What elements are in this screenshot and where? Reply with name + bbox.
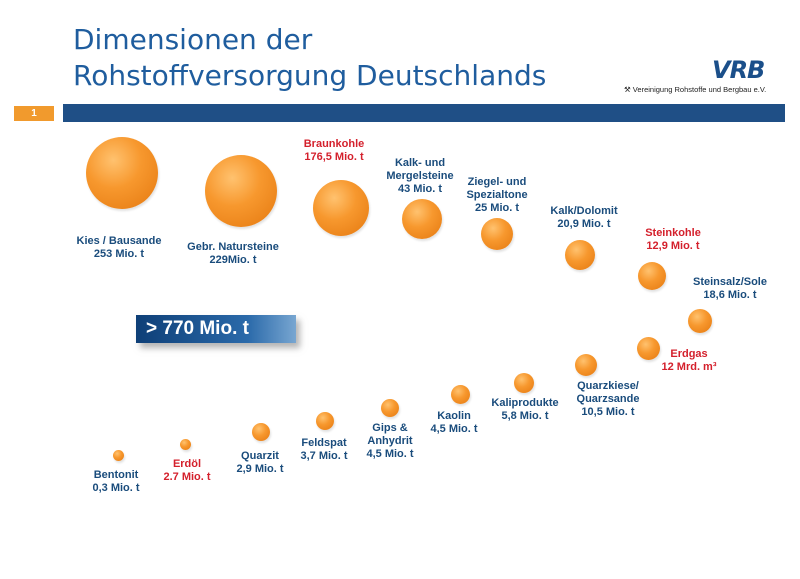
label-feldspat-name: Feldspat — [301, 437, 347, 449]
label-erdoel-name: Erdöl — [172, 458, 202, 470]
label-quarzkiese: Quarzkiese/ Quarzsande 10,5 Mio. t — [577, 380, 640, 419]
label-ziegel-value: 25 Mio. t — [474, 202, 519, 214]
ball-quarzit — [252, 423, 270, 441]
label-kalk-dolomit-name: Kalk/Dolomit — [550, 205, 618, 217]
label-kalk-mergel-value: 43 Mio. t — [397, 183, 442, 195]
label-gips: Gips & Anhydrit 4,5 Mio. t — [366, 422, 413, 461]
label-quarzit-name: Quarzit — [241, 450, 279, 462]
label-steinsalz: Steinsalz/Sole 18,6 Mio. t — [693, 276, 767, 302]
label-braunkohle-name: Braunkohle — [303, 138, 365, 150]
logo-subtitle: ⚒ Vereinigung Rohstoffe und Bergbau e.V. — [624, 85, 767, 94]
label-kalk-mergel-line2: Mergelsteine — [386, 170, 454, 182]
label-natursteine: Gebr. Natursteine 229Mio. t — [187, 241, 279, 267]
label-braunkohle: Braunkohle 176,5 Mio. t — [304, 138, 365, 164]
ball-erdgas — [637, 337, 660, 360]
label-kalk-dolomit: Kalk/Dolomit 20,9 Mio. t — [550, 205, 617, 231]
label-bentonit-value: 0,3 Mio. t — [92, 482, 140, 494]
ball-quarzkiese — [575, 354, 597, 376]
label-kaliprodukte: Kaliprodukte 5,8 Mio. t — [491, 397, 558, 423]
label-steinkohle: Steinkohle 12,9 Mio. t — [645, 227, 701, 253]
label-bentonit-name: Bentonit — [93, 469, 139, 481]
label-bentonit: Bentonit 0,3 Mio. t — [92, 469, 139, 495]
ball-kaolin — [451, 385, 470, 404]
label-gips-line1: Gips & — [372, 422, 408, 434]
label-kalk-mergel-line1: Kalk- und — [394, 157, 446, 169]
label-kaolin-name: Kaolin — [437, 410, 471, 422]
label-kies-value: 253 Mio. t — [93, 248, 145, 260]
label-quarzkiese-line1: Quarzkiese/ — [577, 380, 639, 392]
label-gips-line2: Anhydrit — [367, 435, 413, 447]
label-kalk-dolomit-value: 20,9 Mio. t — [557, 218, 611, 230]
label-steinkohle-name: Steinkohle — [645, 227, 701, 239]
label-kaolin: Kaolin 4,5 Mio. t — [430, 410, 477, 436]
ball-feldspat — [316, 412, 334, 430]
ball-gips — [381, 399, 399, 417]
title-line-1: Dimensionen der — [73, 23, 313, 56]
label-steinsalz-value: 18,6 Mio. t — [703, 289, 757, 301]
label-quarzit-value: 2,9 Mio. t — [236, 463, 284, 475]
ball-kalk-mergel — [402, 199, 442, 239]
label-kaolin-value: 4,5 Mio. t — [430, 423, 478, 435]
label-kies-name: Kies / Bausande — [76, 235, 162, 247]
page-title: Dimensionen der Rohstoffversorgung Deuts… — [73, 22, 546, 94]
label-erdoel: Erdöl 2.7 Mio. t — [163, 458, 210, 484]
label-ziegel-line1: Ziegel- und — [467, 176, 527, 188]
label-natursteine-value: 229Mio. t — [209, 254, 257, 266]
label-erdgas-name: Erdgas — [670, 348, 708, 360]
ball-steinkohle — [638, 262, 666, 290]
total-badge: > 770 Mio. t — [136, 315, 296, 343]
label-kalk-mergel: Kalk- und Mergelsteine 43 Mio. t — [386, 157, 453, 196]
label-kaliprodukte-name: Kaliprodukte — [491, 397, 559, 409]
ball-bentonit — [113, 450, 124, 461]
label-ziegel: Ziegel- und Spezialtone 25 Mio. t — [466, 176, 527, 215]
label-ziegel-line2: Spezialtone — [466, 189, 528, 201]
ball-kies — [86, 137, 158, 209]
ball-kaliprodukte — [514, 373, 534, 393]
label-feldspat: Feldspat 3,7 Mio. t — [300, 437, 347, 463]
title-line-2: Rohstoffversorgung Deutschlands — [73, 59, 547, 92]
label-gips-value: 4,5 Mio. t — [366, 448, 414, 460]
ball-natursteine — [205, 155, 277, 227]
label-erdoel-value: 2.7 Mio. t — [163, 471, 211, 483]
slide-number: 1 — [14, 106, 54, 121]
label-steinkohle-value: 12,9 Mio. t — [646, 240, 700, 252]
label-kies: Kies / Bausande 253 Mio. t — [77, 235, 162, 261]
ball-erdoel — [180, 439, 191, 450]
vrb-logo: VRB — [712, 56, 765, 84]
label-steinsalz-name: Steinsalz/Sole — [693, 276, 767, 288]
label-kaliprodukte-value: 5,8 Mio. t — [501, 410, 549, 422]
label-quarzit: Quarzit 2,9 Mio. t — [236, 450, 283, 476]
label-erdgas-value: 12 Mrd. m³ — [661, 361, 717, 373]
ball-braunkohle — [313, 180, 369, 236]
ball-kalk-dolomit — [565, 240, 595, 270]
label-natursteine-name: Gebr. Natursteine — [187, 241, 279, 253]
ball-ziegel — [481, 218, 513, 250]
label-braunkohle-value: 176,5 Mio. t — [304, 151, 364, 163]
label-feldspat-value: 3,7 Mio. t — [300, 450, 348, 462]
label-quarzkiese-value: 10,5 Mio. t — [581, 406, 635, 418]
header-band — [63, 104, 785, 122]
label-erdgas: Erdgas 12 Mrd. m³ — [661, 348, 716, 374]
label-quarzkiese-line2: Quarzsande — [576, 393, 640, 405]
ball-steinsalz — [688, 309, 712, 333]
